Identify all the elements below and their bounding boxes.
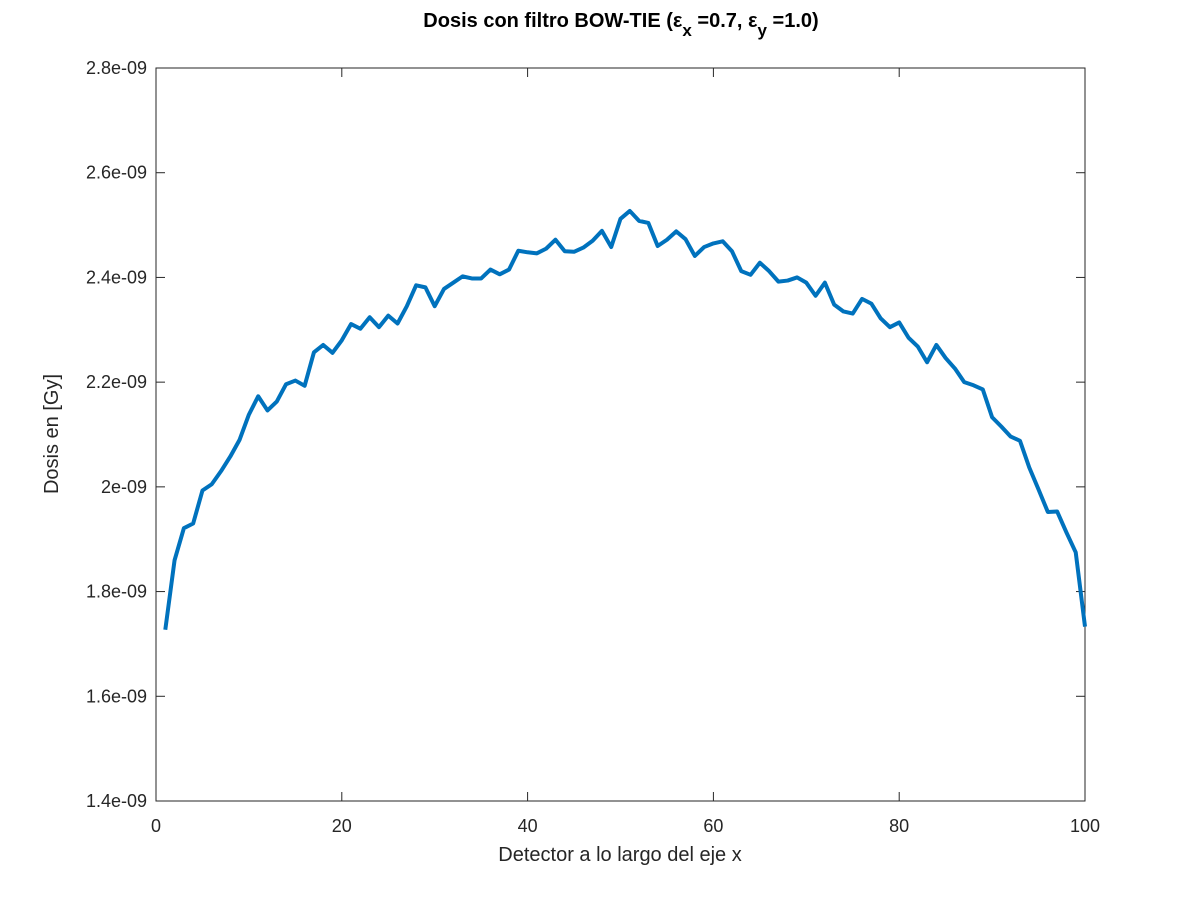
- plot-area: [155, 67, 1086, 802]
- y-tick-label: 2.8e-09: [86, 58, 147, 78]
- y-axis-label: Dosis en [Gy]: [41, 374, 63, 494]
- title-middle: =0.7,: [692, 10, 748, 32]
- x-tick-label: 60: [703, 816, 723, 836]
- x-axis-label: Detector a lo largo del eje x: [498, 844, 741, 866]
- x-tick-label: 40: [518, 816, 538, 836]
- title-suffix: =1.0): [767, 10, 819, 32]
- x-tick-label: 20: [332, 816, 352, 836]
- x-tick-label: 100: [1070, 816, 1100, 836]
- x-tick-labels: 0 20 40 60 80 100: [151, 816, 1100, 836]
- title-subscript-y: y: [758, 21, 768, 40]
- y-tick-label: 2.6e-09: [86, 163, 147, 183]
- y-tick-label: 1.8e-09: [86, 582, 147, 602]
- y-tick-labels: 1.4e-09 1.6e-09 1.8e-09 2e-09 2.2e-09 2.4e-09…: [86, 58, 147, 811]
- x-tick-label: 0: [151, 816, 161, 836]
- title-prefix: Dosis con filtro BOW-TIE (: [423, 10, 673, 32]
- dose-series-line: [163, 208, 1087, 631]
- chart-title: Dosis con filtro BOW-TIE (εx =0.7, εy =1…: [423, 10, 818, 40]
- title-epsilon-x: ε: [673, 10, 683, 32]
- y-tick-label: 2.4e-09: [86, 267, 147, 287]
- y-tick-label: 2e-09: [101, 477, 147, 497]
- title-epsilon-y: ε: [748, 10, 758, 32]
- axis-ticks: [155, 67, 1086, 802]
- y-tick-label: 1.4e-09: [86, 791, 147, 811]
- title-subscript-x: x: [682, 21, 692, 40]
- y-tick-label: 1.6e-09: [86, 686, 147, 706]
- x-tick-label: 80: [889, 816, 909, 836]
- data-series: [163, 208, 1087, 631]
- y-tick-label: 2.2e-09: [86, 372, 147, 392]
